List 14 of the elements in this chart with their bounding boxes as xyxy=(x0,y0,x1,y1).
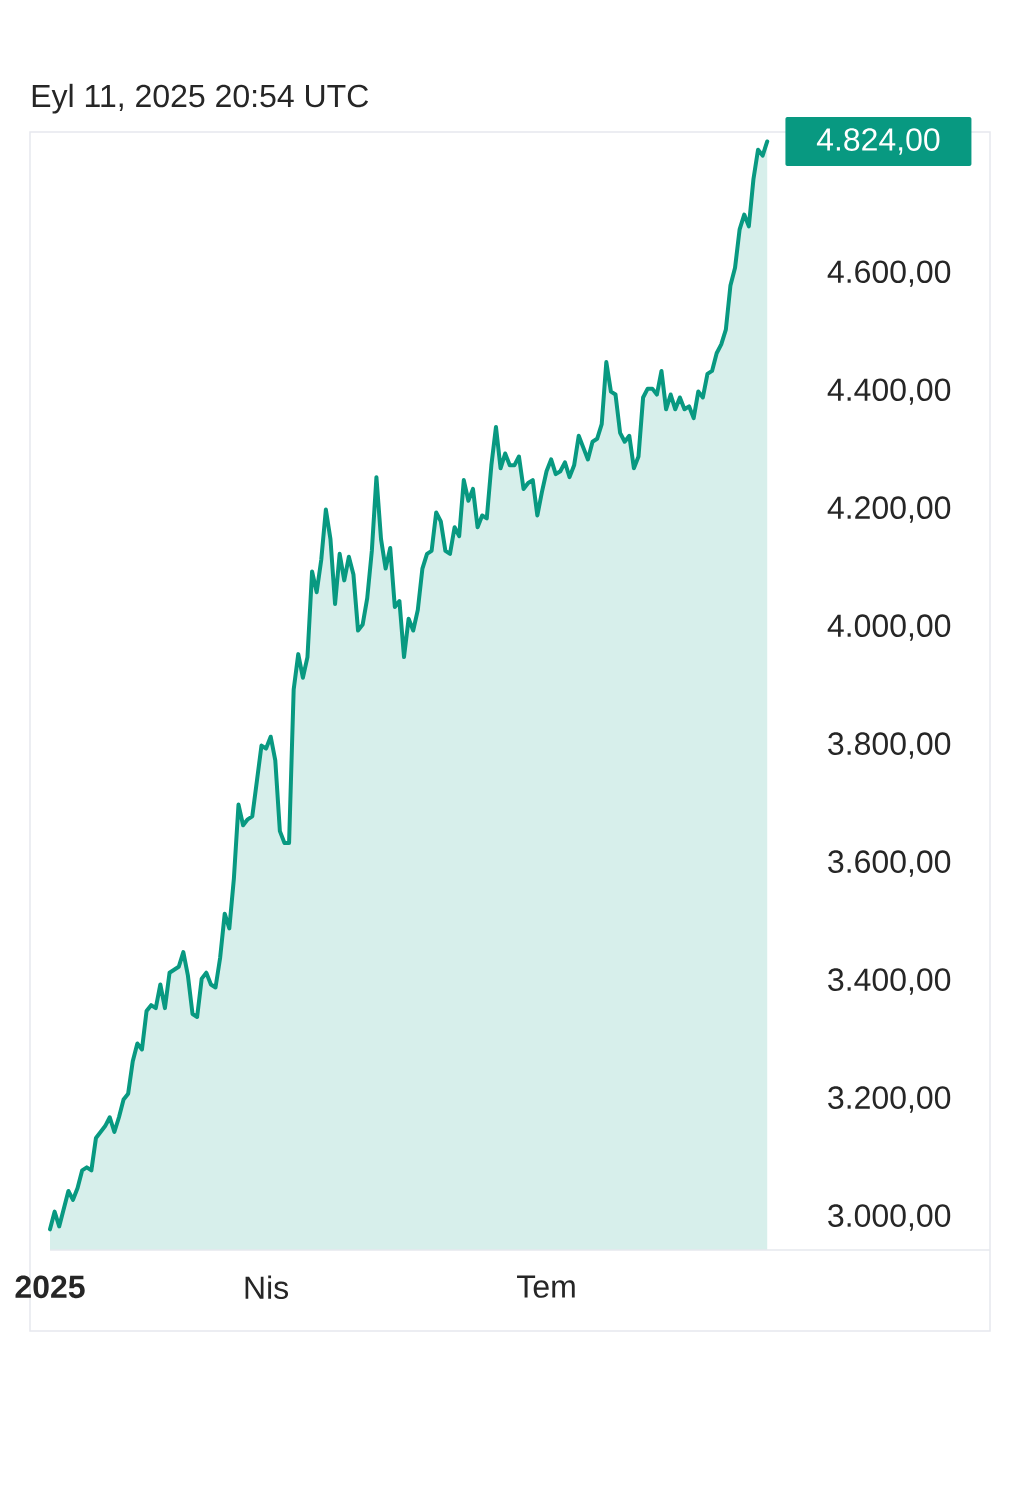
y-tick-label: 3.000,00 xyxy=(828,1204,951,1231)
y-tick-label: 3.400,00 xyxy=(828,968,951,995)
y-tick-label: 4.200,00 xyxy=(827,496,951,523)
y-tick-label: 4.400,00 xyxy=(827,378,951,405)
x-tick-label: Tem xyxy=(517,1275,575,1298)
y-tick-label: 3.600,00 xyxy=(828,850,951,877)
y-tick-label: 3.200,00 xyxy=(828,1086,951,1113)
y-tick-label: 4.000,00 xyxy=(827,614,951,641)
text: 4.824,00 xyxy=(816,128,940,155)
chart-title: Eyl 11, 2025 20:54 UTC xyxy=(32,83,369,114)
x-tick-label: 2025 xyxy=(15,1275,85,1299)
x-tick-label: Nis xyxy=(245,1275,289,1300)
y-tick-label: 4.600,00 xyxy=(827,260,951,287)
y-tick-label: 3.800,00 xyxy=(828,732,951,759)
